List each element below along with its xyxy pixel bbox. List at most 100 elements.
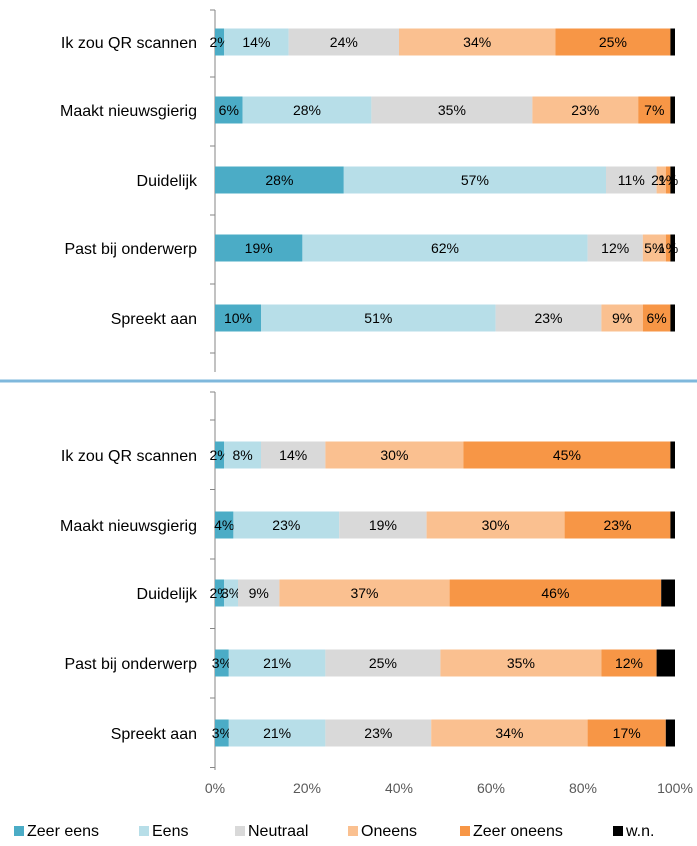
- category-label: Duidelijk: [137, 173, 198, 190]
- legend-label: Neutraal: [248, 823, 308, 840]
- x-tick-label: 20%: [293, 780, 321, 796]
- bar-segment-zeer-eens: [215, 28, 225, 56]
- data-label: 34%: [495, 725, 523, 741]
- bar-segment-zeer-eens: [215, 441, 225, 469]
- bar-row: Maakt nieuwsgierig 6% 28% 35% 23% 7%: [60, 96, 675, 124]
- data-label: 21%: [263, 655, 291, 671]
- category-label: Maakt nieuwsgierig: [60, 518, 197, 535]
- data-label: 23%: [364, 725, 392, 741]
- bar-segment-zeer-eens: [215, 649, 229, 677]
- bar-segment-neutraal: [606, 166, 657, 194]
- data-label: 6%: [219, 102, 239, 118]
- data-label: 1%: [658, 240, 678, 256]
- bar-segment-neutraal: [371, 96, 533, 124]
- legend-item: Oneens: [348, 823, 417, 840]
- data-label: 35%: [438, 102, 466, 118]
- bar-segment-zeer-eens: [215, 719, 229, 747]
- data-label: 28%: [293, 102, 321, 118]
- bar-row: Duidelijk 28% 57% 11% 2%1%: [137, 166, 678, 194]
- bar-segment-eens: [233, 511, 340, 539]
- panel-2: Ik zou QR scannen 2% 8% 14% 30% 45% Maakt nieu…: [60, 391, 675, 770]
- data-label: 3%: [212, 655, 232, 671]
- data-label: 17%: [613, 725, 641, 741]
- legend-label: Zeer oneens: [473, 823, 563, 840]
- bar-segment-w-n: [656, 649, 675, 677]
- bar-segment-zeer-oneens: [463, 441, 671, 469]
- data-label: 23%: [534, 310, 562, 326]
- data-label: 34%: [463, 34, 491, 50]
- data-label: 37%: [350, 585, 378, 601]
- data-label: 12%: [601, 240, 629, 256]
- data-label: 24%: [330, 34, 358, 50]
- data-label: 7%: [644, 102, 664, 118]
- data-label: 6%: [646, 310, 666, 326]
- data-label: 19%: [245, 240, 273, 256]
- x-axis: 0% 20% 40% 60% 80% 100%: [205, 780, 693, 796]
- bar-row: Ik zou QR scannen 2% 8% 14% 30% 45%: [61, 441, 675, 469]
- data-label: 45%: [553, 447, 581, 463]
- bar-segment-w-n: [670, 511, 675, 539]
- bar-segment-zeer-eens: [215, 166, 344, 194]
- bar-segment-zeer-oneens: [638, 96, 671, 124]
- bar-segment-zeer-oneens: [665, 234, 671, 262]
- data-label: 9%: [249, 585, 269, 601]
- data-label: 57%: [461, 172, 489, 188]
- bar-row: Spreekt aan 10% 51% 23% 9% 6%: [111, 304, 675, 332]
- category-label: Ik zou QR scannen: [61, 448, 197, 465]
- legend-item: Eens: [139, 823, 188, 840]
- bar-segment-w-n: [670, 441, 675, 469]
- category-label: Maakt nieuwsgierig: [60, 103, 197, 120]
- bar-segment-w-n: [670, 304, 675, 332]
- legend-swatch: [235, 826, 245, 836]
- bar-segment-oneens: [642, 234, 666, 262]
- bar-segment-zeer-oneens: [642, 304, 671, 332]
- bar-segment-eens: [242, 96, 372, 124]
- data-label: 25%: [599, 34, 627, 50]
- data-label: 3%: [221, 585, 241, 601]
- data-label: 62%: [431, 240, 459, 256]
- bar-segment-w-n: [665, 719, 675, 747]
- bar-segment-eens: [228, 649, 326, 677]
- bar-segment-neutraal: [238, 579, 280, 607]
- bar-segment-zeer-eens: [215, 511, 234, 539]
- data-label: 51%: [364, 310, 392, 326]
- data-label: 25%: [369, 655, 397, 671]
- legend-swatch: [348, 826, 358, 836]
- data-label: 23%: [272, 517, 300, 533]
- bar-row: Ik zou QR scannen 2% 14% 24% 34% 25%: [61, 28, 675, 56]
- bar-segment-eens: [261, 304, 496, 332]
- data-label: 23%: [571, 102, 599, 118]
- panel-1: Ik zou QR scannen 2% 14% 24% 34% 25%Maakt nie…: [60, 9, 678, 372]
- bar-row: Past bij onderwerp 19% 62% 12% 5%1%: [64, 234, 678, 262]
- bar-segment-neutraal: [288, 28, 399, 56]
- data-label: 23%: [603, 517, 631, 533]
- bar-segment-zeer-eens: [215, 234, 303, 262]
- legend-item: Zeer oneens: [460, 823, 563, 840]
- bar-segment-eens: [228, 719, 326, 747]
- data-label: 4%: [214, 517, 234, 533]
- bar-segment-zeer-eens: [215, 579, 225, 607]
- bar-segment-zeer-eens: [215, 96, 243, 124]
- bar-segment-zeer-oneens: [449, 579, 662, 607]
- bar-segment-zeer-oneens: [555, 28, 671, 56]
- data-label: 5%: [644, 240, 664, 256]
- category-label: Duidelijk: [137, 586, 198, 603]
- bar-segment-zeer-oneens: [587, 719, 666, 747]
- x-tick-label: 100%: [657, 780, 693, 796]
- bar-segment-oneens: [399, 28, 556, 56]
- chart-panels: Ik zou QR scannen 2% 14% 24% 34% 25%Maakt nie…: [60, 9, 678, 770]
- data-label: 1%: [658, 172, 678, 188]
- bar-segment-neutraal: [325, 649, 441, 677]
- bar-row: Maakt nieuwsgierig 4% 23% 19% 30% 23%: [60, 511, 675, 539]
- legend-swatch: [14, 826, 24, 836]
- data-label: 14%: [279, 447, 307, 463]
- bar-segment-oneens: [325, 441, 464, 469]
- data-label: 9%: [612, 310, 632, 326]
- bar-segment-eens: [224, 579, 238, 607]
- data-label: 46%: [541, 585, 569, 601]
- bar-segment-zeer-oneens: [601, 649, 657, 677]
- data-label: 28%: [265, 172, 293, 188]
- x-tick-label: 0%: [205, 780, 225, 796]
- bar-segment-neutraal: [587, 234, 643, 262]
- category-label: Past bij onderwerp: [64, 656, 197, 673]
